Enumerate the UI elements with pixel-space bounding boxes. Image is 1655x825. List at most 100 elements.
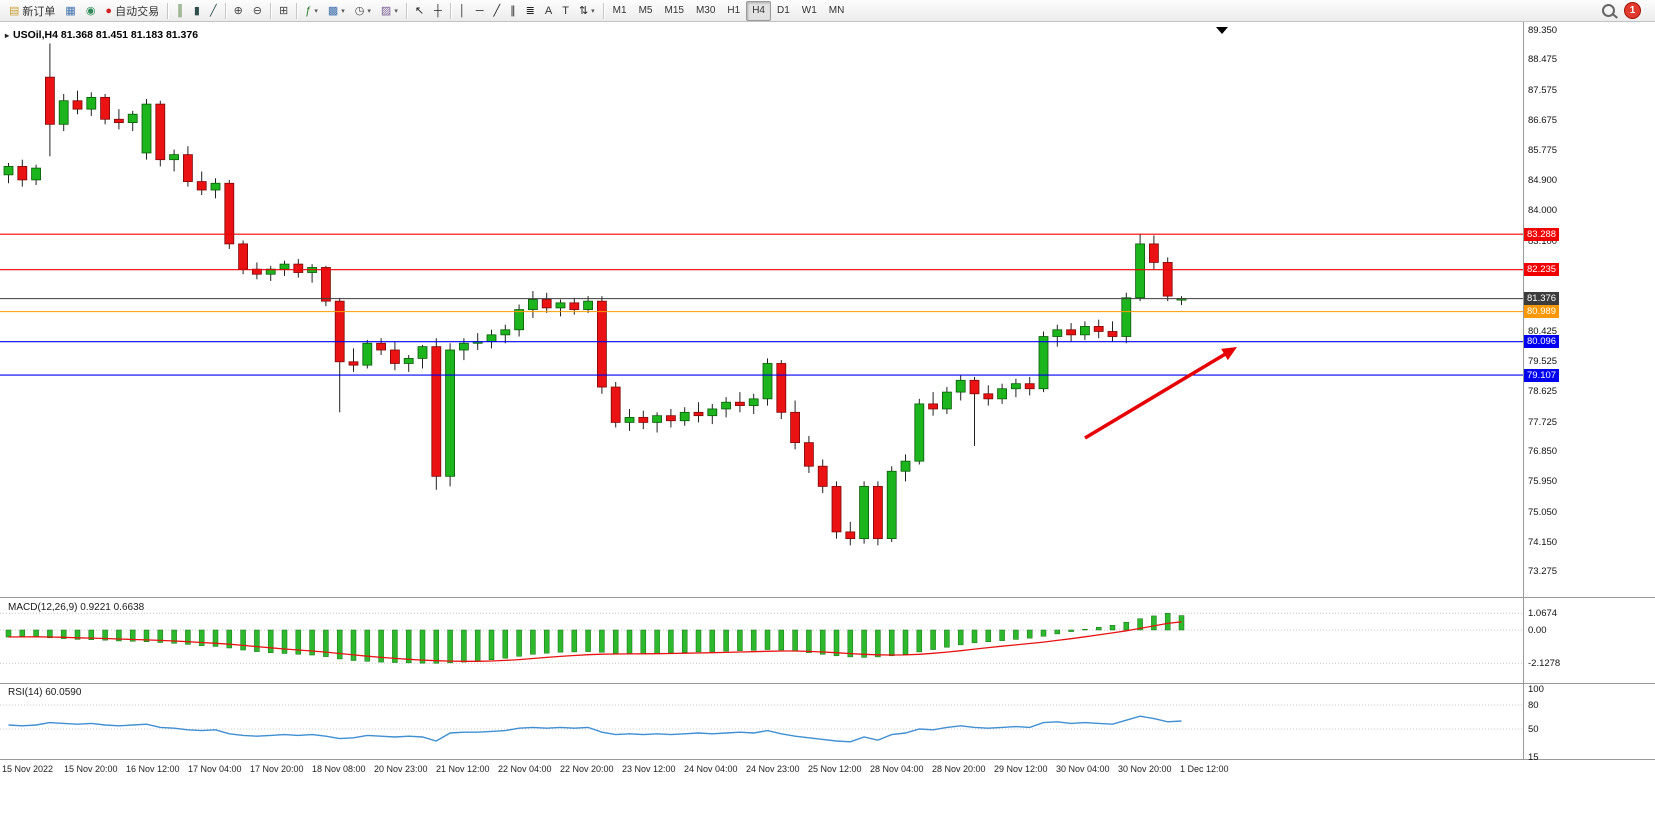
one-click-trading-toggle-icon[interactable]: ▸ [5,30,10,40]
macd-histogram-bar [254,629,260,652]
macd-histogram-bar [74,629,81,640]
new-order-icon: ▤ [9,4,20,17]
chart-shift-marker-icon[interactable] [1216,27,1228,34]
time-axis-label: 22 Nov 20:00 [560,764,614,774]
bull-candle [458,342,469,351]
timeframe-w1-button[interactable]: W1 [801,5,817,16]
price-axis-label: 74.150 [1528,536,1558,548]
tile-windows-button[interactable]: ⊞ [274,1,293,21]
bull-candle [624,416,635,423]
bull-candle [58,100,69,125]
macd-histogram-bar [19,629,26,637]
price-axis-label: 75.050 [1528,506,1558,518]
zoom-out-button[interactable]: ⊖ [248,1,267,21]
auto-trading-button[interactable]: ● 自动交易 [100,1,164,21]
macd-histogram-bar [930,629,936,650]
macd-histogram-bar [185,629,191,645]
charts-window-button[interactable]: ▦ [60,1,80,21]
timeframe-m1-button[interactable]: M1 [612,5,627,16]
toolbar-separator [449,2,451,19]
macd-histogram-bar [116,629,122,642]
bear-candle [1107,331,1118,337]
vertical-line-button[interactable]: │ [454,1,471,21]
crosshair-button[interactable]: ┼ [429,1,447,21]
macd-histogram-bar [1013,629,1019,640]
timeframe-h4-button[interactable]: H4 [746,0,771,21]
tile-windows-icon: ⊞ [279,4,289,17]
price-axis-label: 79.525 [1528,355,1558,367]
bear-candle [293,263,304,273]
add-indicator-button[interactable]: ƒ ▾ [300,1,323,21]
price-axis-label: 80.425 [1528,325,1558,337]
search-icon[interactable] [1602,4,1615,17]
rsi-pane[interactable] [0,684,1523,759]
bar-chart-button[interactable]: ║ [171,1,189,21]
fibonacci-button[interactable]: ≣ [521,1,540,21]
macd-histogram-bar [778,629,785,651]
macd-pane[interactable] [0,598,1523,683]
bull-candle [914,403,925,462]
chart-title-text: USOil,H4 81.368 81.451 81.183 81.376 [13,29,199,41]
rsi-axis-label: 80 [1528,700,1539,711]
bull-candle [707,408,718,417]
horizontal-line-icon: ─ [475,4,484,17]
new-chart-button[interactable]: ▩ ▾ [323,1,350,21]
time-axis-label: 15 Nov 20:00 [64,764,118,774]
macd-histogram-bar [654,629,660,654]
macd-histogram-bar [543,629,550,654]
timeframe-d1-button[interactable]: D1 [776,5,790,16]
macd-histogram-bar [819,629,826,655]
bar-chart-icon: ║ [176,4,184,17]
pane-separator[interactable] [0,597,1655,598]
timeframe-m30-button[interactable]: M30 [695,5,716,16]
time-axis-label: 17 Nov 20:00 [250,764,304,774]
new-order-button[interactable]: ▤ 新订单 [4,1,60,21]
arrows-button[interactable]: ⇅ ▾ [574,1,600,21]
macd-histogram-bar [129,629,136,642]
candlestick-chart-button[interactable]: ▮ [189,1,205,21]
chart-title: ▸ USOil,H4 81.368 81.451 81.183 81.376 [5,29,198,41]
bear-candle [873,486,883,540]
line-chart-button[interactable]: ╱ [205,1,222,21]
fibonacci-icon: ≣ [525,4,535,17]
trendline-button[interactable]: ╱ [489,1,506,21]
bull-candle [403,358,414,364]
cursor-button[interactable]: ↖ [410,1,429,21]
macd-histogram-bar [516,629,522,657]
timeframe-m15-button[interactable]: M15 [664,5,684,16]
templates-icon: ▨ [380,4,392,17]
trend-arrow[interactable] [1084,348,1233,440]
bull-candle [859,486,869,540]
text-button[interactable]: A [540,1,557,21]
macd-histogram-bar [143,629,150,642]
macd-histogram-bar [971,629,978,644]
periods-button[interactable]: ◷ ▾ [350,1,376,21]
timeframe-m5-button[interactable]: M5 [638,5,653,16]
bear-candle [541,299,552,309]
bull-candle [679,411,690,422]
pane-separator[interactable] [0,683,1655,684]
macd-histogram-bar [557,629,564,653]
zoom-in-button[interactable]: ⊕ [229,1,248,21]
price-axis-label: 86.675 [1528,115,1558,127]
market-watch-button[interactable]: ◉ [81,1,101,21]
templates-button[interactable]: ▨ ▾ [376,1,403,21]
macd-histogram-bar [944,629,950,648]
bear-candle [389,349,400,364]
arrows-icon: ⇅ [578,4,589,17]
equidistant-channel-button[interactable]: ∥ [505,1,521,21]
timeframe-mn-button[interactable]: MN [828,5,845,16]
timeframe-h1-button[interactable]: H1 [727,5,741,16]
trendline-icon: ╱ [493,4,501,17]
macd-histogram-bar [281,629,288,654]
macd-histogram-bar [1040,629,1047,637]
bull-candle [997,388,1007,400]
bear-candle [17,166,28,181]
horizontal-line-button[interactable]: ─ [471,1,489,21]
toolbar-separator [167,2,169,19]
text-label-button[interactable]: T [557,1,574,21]
pane-separator[interactable] [0,759,1655,760]
notification-badge[interactable]: 1 [1624,2,1641,19]
main-chart[interactable] [0,22,1523,597]
periods-icon: ◷ [354,4,365,17]
